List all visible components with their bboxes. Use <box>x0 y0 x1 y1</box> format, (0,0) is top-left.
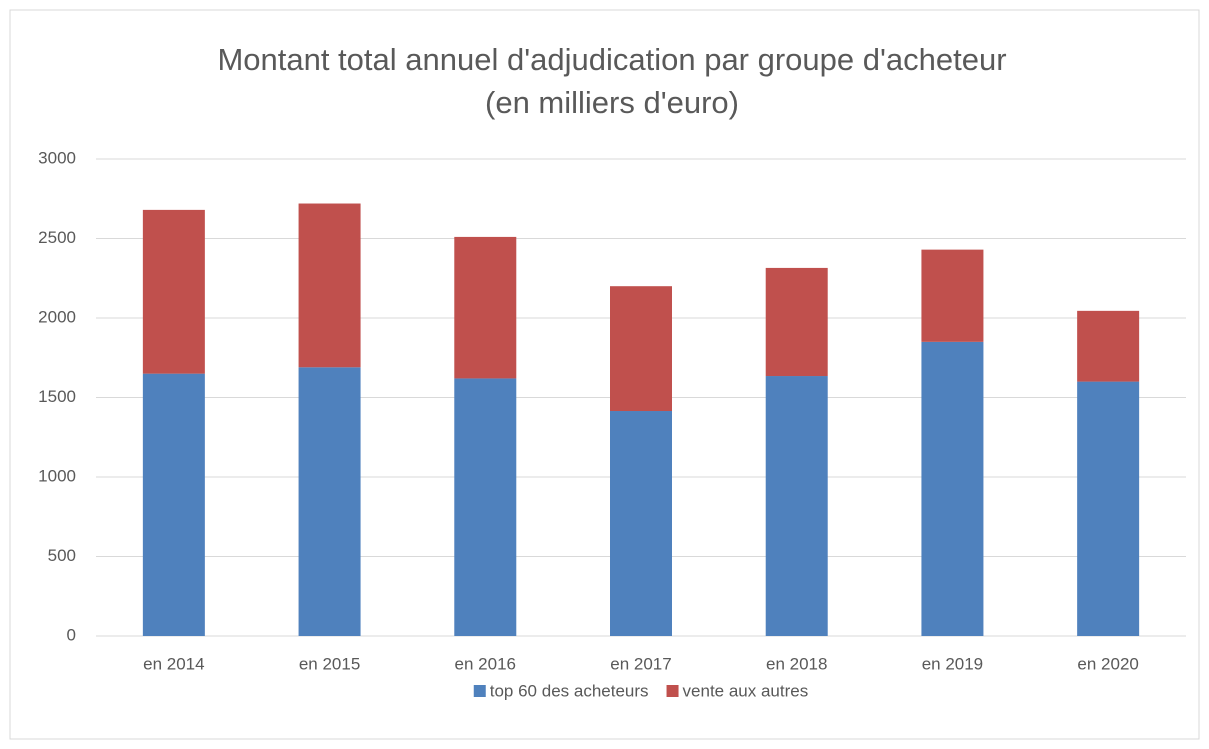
bar-segment <box>610 411 672 636</box>
y-tick-label: 3000 <box>38 148 76 167</box>
bar-segment <box>298 367 361 636</box>
bar-segment <box>1077 381 1140 636</box>
chart-title: Montant total annuel d'adjudication par … <box>217 42 1006 77</box>
bar-segment <box>1077 310 1140 382</box>
legend-swatch <box>473 685 486 697</box>
legend-label: vente aux autres <box>683 681 809 700</box>
bar-segment <box>454 236 517 379</box>
chart-title: (en milliers d'euro) <box>485 85 739 120</box>
chart-border <box>9 9 1200 740</box>
bar-segment <box>454 378 517 636</box>
bar-segment <box>921 249 984 342</box>
bar-segment <box>142 209 205 374</box>
x-tick-label: en 2019 <box>922 654 983 673</box>
x-tick-label: en 2015 <box>299 654 360 673</box>
y-tick-label: 500 <box>48 546 76 565</box>
bar-segment <box>765 376 828 636</box>
bar-segment <box>298 203 361 368</box>
y-tick-label: 0 <box>67 625 76 644</box>
x-tick-label: en 2020 <box>1077 654 1138 673</box>
x-tick-label: en 2016 <box>455 654 516 673</box>
legend-label: top 60 des acheteurs <box>490 681 649 700</box>
y-tick-label: 1000 <box>38 466 76 485</box>
bar-segment <box>142 373 205 636</box>
y-tick-label: 1500 <box>38 387 76 406</box>
bar-segment <box>765 267 828 377</box>
bar-segment <box>921 341 984 636</box>
x-tick-label: en 2017 <box>610 654 671 673</box>
bar-segment <box>610 286 672 412</box>
y-tick-label: 2500 <box>38 228 76 247</box>
x-tick-label: en 2018 <box>766 654 827 673</box>
y-tick-label: 2000 <box>38 307 76 326</box>
legend-swatch <box>666 685 679 697</box>
x-tick-label: en 2014 <box>143 654 204 673</box>
